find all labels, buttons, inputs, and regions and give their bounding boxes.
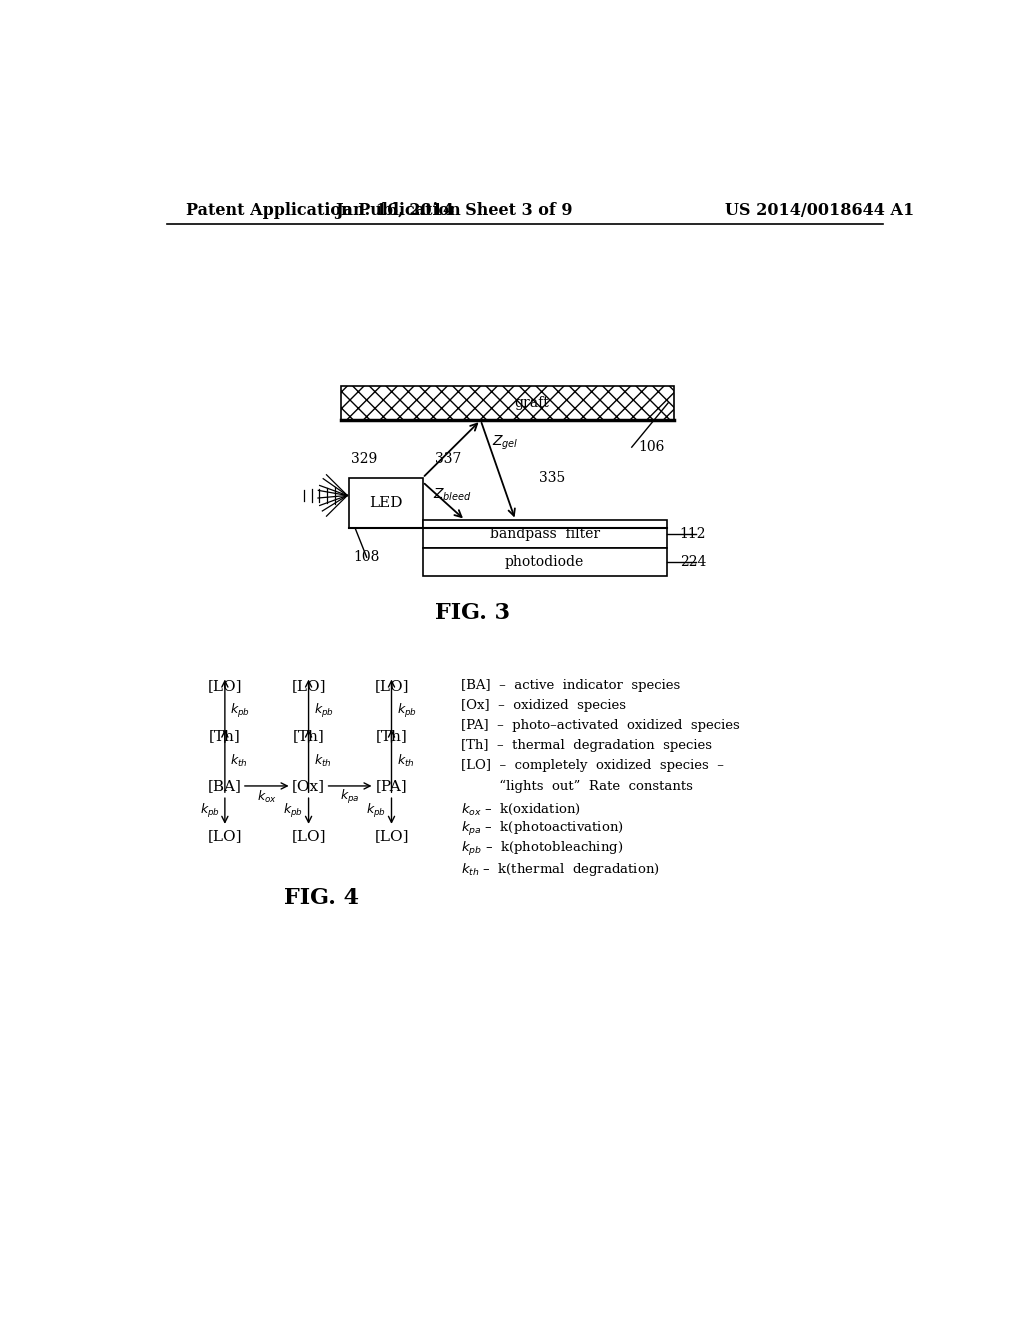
Text: $k_{pb}$: $k_{pb}$ [284, 803, 303, 820]
Text: [LO]: [LO] [208, 678, 242, 693]
Text: $k_{pb}$: $k_{pb}$ [314, 702, 334, 719]
Text: $k_{pb}$: $k_{pb}$ [230, 702, 250, 719]
Text: $Z_{bleed}$: $Z_{bleed}$ [432, 487, 471, 503]
Text: “lights  out”  Rate  constants: “lights out” Rate constants [461, 779, 693, 792]
Text: 108: 108 [353, 550, 380, 564]
Bar [341, 385, 675, 420]
Text: [Ox]  –  oxidized  species: [Ox] – oxidized species [461, 700, 627, 713]
Text: $k_{pa}$ –  k(photoactivation): $k_{pa}$ – k(photoactivation) [461, 820, 624, 838]
Text: [BA]  –  active  indicator  species: [BA] – active indicator species [461, 680, 681, 693]
Text: FIG. 3: FIG. 3 [435, 602, 510, 624]
Text: [PA]  –  photo–activated  oxidized  species: [PA] – photo–activated oxidized species [461, 719, 740, 733]
Text: 112: 112 [680, 527, 707, 541]
Text: 329: 329 [351, 451, 378, 466]
Text: [Th]: [Th] [376, 729, 408, 743]
Text: photodiode: photodiode [505, 554, 584, 569]
Text: [Ox]: [Ox] [292, 779, 325, 793]
Text: [LO]: [LO] [374, 678, 409, 693]
Text: US 2014/0018644 A1: US 2014/0018644 A1 [725, 202, 914, 219]
Text: $k_{pb}$: $k_{pb}$ [367, 803, 386, 820]
Text: $k_{th}$: $k_{th}$ [230, 752, 248, 770]
Text: $k_{ox}$: $k_{ox}$ [257, 788, 276, 805]
Text: [BA]: [BA] [208, 779, 242, 793]
Text: $k_{ox}$ –  k(oxidation): $k_{ox}$ – k(oxidation) [461, 801, 582, 817]
Text: [Th]: [Th] [209, 729, 241, 743]
Text: [Th]: [Th] [293, 729, 325, 743]
Bar [423, 548, 667, 576]
Text: 106: 106 [638, 440, 665, 454]
Text: [LO]: [LO] [291, 829, 326, 843]
Text: $k_{pb}$: $k_{pb}$ [200, 803, 219, 820]
Text: Jan. 16, 2014  Sheet 3 of 9: Jan. 16, 2014 Sheet 3 of 9 [335, 202, 572, 219]
Bar [349, 478, 423, 528]
Text: graft: graft [514, 396, 549, 411]
Text: [LO]: [LO] [291, 678, 326, 693]
Text: [LO]: [LO] [208, 829, 242, 843]
Text: FIG. 4: FIG. 4 [285, 887, 359, 908]
Text: [LO]: [LO] [374, 829, 409, 843]
Text: 224: 224 [680, 554, 707, 569]
Text: LED: LED [369, 496, 402, 510]
Text: [LO]  –  completely  oxidized  species  –: [LO] – completely oxidized species – [461, 759, 724, 772]
Text: $k_{pa}$: $k_{pa}$ [340, 788, 359, 805]
Text: $k_{th}$: $k_{th}$ [397, 752, 415, 770]
Text: [Th]  –  thermal  degradation  species: [Th] – thermal degradation species [461, 739, 713, 752]
Text: $k_{th}$ –  k(thermal  degradation): $k_{th}$ – k(thermal degradation) [461, 861, 660, 878]
Text: $k_{pb}$ –  k(photobleaching): $k_{pb}$ – k(photobleaching) [461, 840, 624, 858]
Text: bandpass  filter: bandpass filter [489, 527, 600, 541]
Text: Patent Application Publication: Patent Application Publication [186, 202, 461, 219]
Text: $k_{th}$: $k_{th}$ [314, 752, 332, 770]
Text: 335: 335 [539, 471, 565, 484]
Text: [PA]: [PA] [376, 779, 408, 793]
Text: $Z_{gel}$: $Z_{gel}$ [493, 434, 519, 453]
Bar [423, 520, 667, 548]
Text: 337: 337 [435, 451, 461, 466]
Text: $k_{pb}$: $k_{pb}$ [397, 702, 417, 719]
